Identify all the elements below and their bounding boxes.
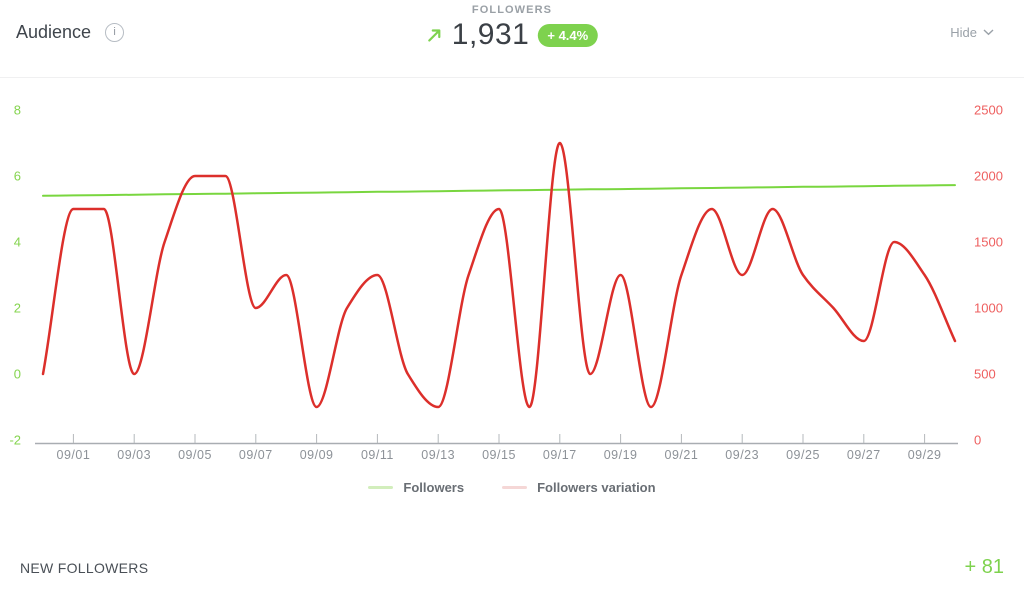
metric-delta-badge: + 4.4% [537, 23, 599, 47]
right-axis-tick-label: 2000 [974, 169, 1003, 184]
x-tick-label: 09/25 [786, 448, 820, 462]
right-axis-tick-label: 1000 [974, 301, 1003, 316]
chart-legend: Followers Followers variation [0, 480, 1024, 495]
trend-up-icon [426, 26, 444, 44]
new-followers-value: + 81 [964, 556, 1004, 578]
panel-title-group: Audience i [16, 22, 125, 43]
x-axis-labels: 09/01 09/03 09/05 09/07 09/09 09/11 09/13 09/15… [57, 434, 942, 462]
info-icon[interactable]: i [105, 23, 125, 42]
followers-line [42, 184, 956, 197]
x-tick-label: 09/09 [300, 448, 334, 462]
right-axis-tick-label: 0 [974, 433, 981, 448]
x-tick-label: 09/07 [239, 448, 273, 462]
x-tick-label: 09/01 [57, 448, 91, 462]
left-axis-tick-label: 8 [14, 103, 21, 118]
legend-label: Followers [403, 480, 465, 495]
panel-footer: NEW FOLLOWERS + 81 [0, 556, 1024, 597]
legend-item-followers-variation[interactable]: Followers variation [502, 480, 656, 495]
hide-toggle[interactable]: Hide [950, 25, 994, 40]
x-tick-label: 09/19 [604, 448, 638, 462]
left-axis-tick-label: 6 [14, 169, 21, 184]
x-tick-label: 09/05 [178, 448, 212, 462]
legend-swatch [502, 486, 528, 489]
hide-label: Hide [950, 25, 977, 40]
right-axis-tick-label: 1500 [974, 235, 1003, 250]
right-axis-labels: 2500 2000 1500 1000 500 0 [974, 103, 1003, 448]
metric-value: 1,931 [451, 18, 530, 51]
left-axis-tick-label: 0 [14, 367, 21, 382]
legend-label: Followers variation [537, 480, 656, 495]
x-tick-label: 09/17 [543, 448, 577, 462]
x-tick-label: 09/13 [421, 448, 455, 462]
metric-label: FOLLOWERS [471, 4, 553, 16]
x-tick-label: 09/27 [847, 448, 881, 462]
audience-chart: 09/01 09/03 09/05 09/07 09/09 09/11 09/13 09/15… [9, 103, 1003, 463]
right-axis-tick-label: 500 [974, 367, 996, 382]
x-tick-label: 09/15 [482, 448, 516, 462]
x-tick-label: 09/23 [725, 448, 759, 462]
followers-variation-line [41, 141, 957, 409]
x-tick-label: 09/29 [908, 448, 942, 462]
chevron-down-icon [983, 29, 994, 36]
left-axis-tick-label: -2 [9, 433, 21, 448]
x-tick-label: 09/11 [361, 448, 394, 462]
left-axis-tick-label: 4 [14, 235, 21, 250]
legend-item-followers[interactable]: Followers [368, 480, 464, 495]
x-tick-label: 09/03 [117, 448, 151, 462]
followers-metric: FOLLOWERS 1,931 + 4.4% [426, 4, 599, 52]
right-axis-tick-label: 2500 [974, 103, 1003, 118]
new-followers-label: NEW FOLLOWERS [20, 559, 149, 576]
page-title: Audience [16, 22, 92, 42]
left-axis-labels: 8 6 4 2 0 -2 [9, 103, 21, 448]
panel-header: Audience i FOLLOWERS 1,931 + 4.4% Hide [0, 0, 1024, 78]
x-tick-label: 09/21 [665, 448, 699, 462]
legend-swatch [368, 486, 394, 489]
metric-row: 1,931 + 4.4% [426, 18, 599, 52]
left-axis-tick-label: 2 [14, 301, 21, 316]
